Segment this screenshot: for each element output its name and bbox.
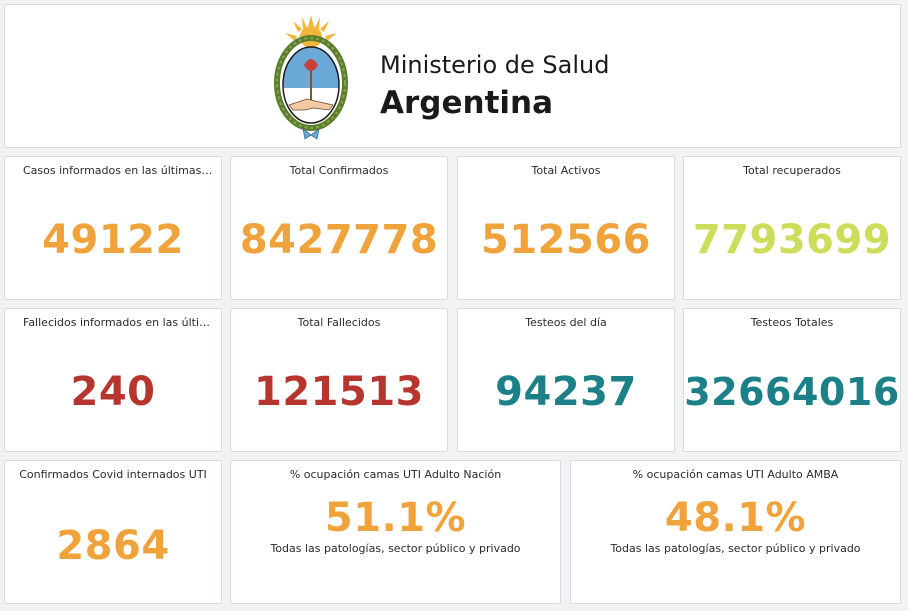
card-title: Testeos del día: [525, 316, 607, 329]
card-title: Total recuperados: [743, 164, 841, 177]
card-ocupacion-nacion: % ocupación camas UTI Adulto Nación 51.1…: [230, 460, 561, 604]
card-value: 7793699: [692, 217, 892, 263]
card-internados-uti: Confirmados Covid internados UTI 2864: [4, 460, 222, 604]
card-value: 94237: [495, 369, 637, 415]
card-title: Casos informados en las últimas 2...: [23, 164, 213, 177]
card-value: 121513: [254, 369, 424, 415]
card-title: % ocupación camas UTI Adulto Nación: [289, 468, 502, 481]
card-value: 2864: [56, 523, 170, 569]
header-panel: Ministerio de Salud Argentina: [4, 4, 901, 148]
card-value: 240: [70, 369, 156, 415]
card-title: Total Activos: [531, 164, 601, 177]
card-testeos-dia: Testeos del día 94237: [457, 308, 675, 452]
coat-of-arms-logo: [274, 15, 348, 140]
card-value: 48.1%: [664, 495, 807, 541]
card-title: Confirmados Covid internados UTI: [19, 468, 207, 481]
card-total-recuperados: Total recuperados 7793699: [683, 156, 901, 300]
card-value: 49122: [42, 217, 184, 263]
card-title: Total Confirmados: [289, 164, 389, 177]
card-title: Testeos Totales: [750, 316, 834, 329]
card-testeos-totales: Testeos Totales 32664016: [683, 308, 901, 452]
card-title: Fallecidos informados en las últim...: [23, 316, 213, 329]
card-title: Total Fallecidos: [297, 316, 381, 329]
card-title: % ocupación camas UTI Adulto AMBA: [632, 468, 839, 481]
header-title-ministry: Ministerio de Salud: [380, 51, 610, 79]
card-fallecidos-24h: Fallecidos informados en las últim... 24…: [4, 308, 222, 452]
card-value: 32664016: [684, 370, 900, 414]
card-total-activos: Total Activos 512566: [457, 156, 675, 300]
card-ocupacion-amba: % ocupación camas UTI Adulto AMBA 48.1% …: [570, 460, 901, 604]
card-total-confirmados: Total Confirmados 8427778: [230, 156, 448, 300]
card-value: 512566: [481, 217, 651, 263]
card-subtitle: Todas las patologías, sector público y p…: [610, 542, 861, 555]
card-value: 8427778: [239, 217, 439, 263]
card-value: 51.1%: [324, 495, 467, 541]
card-casos-24h: Casos informados en las últimas 2... 491…: [4, 156, 222, 300]
header-title-country: Argentina: [380, 85, 553, 121]
card-subtitle: Todas las patologías, sector público y p…: [270, 542, 521, 555]
card-total-fallecidos: Total Fallecidos 121513: [230, 308, 448, 452]
